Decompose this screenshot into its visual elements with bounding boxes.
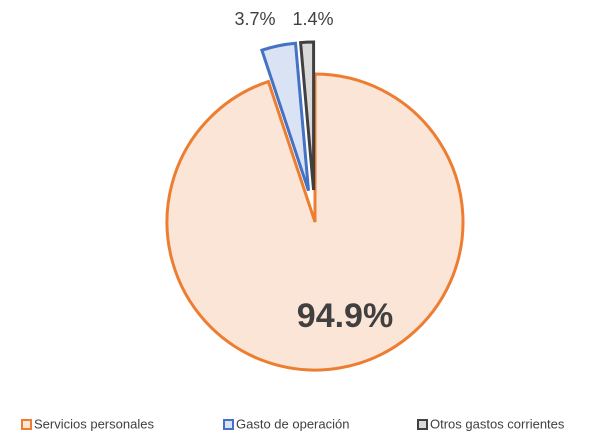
legend-swatch <box>21 419 32 430</box>
legend-label: Gasto de operación <box>236 416 349 431</box>
value-label: 1.4% <box>292 9 333 29</box>
pie-slice <box>165 72 465 372</box>
pie-slice <box>259 41 311 192</box>
pie-slice <box>298 40 316 191</box>
value-label: 3.7% <box>234 9 275 29</box>
legend-swatch <box>223 419 234 430</box>
value-label: 94.9% <box>297 297 393 335</box>
legend-label: Servicios personales <box>34 416 154 431</box>
legend-swatch <box>417 419 428 430</box>
legend-label: Otros gastos corrientes <box>430 416 565 431</box>
